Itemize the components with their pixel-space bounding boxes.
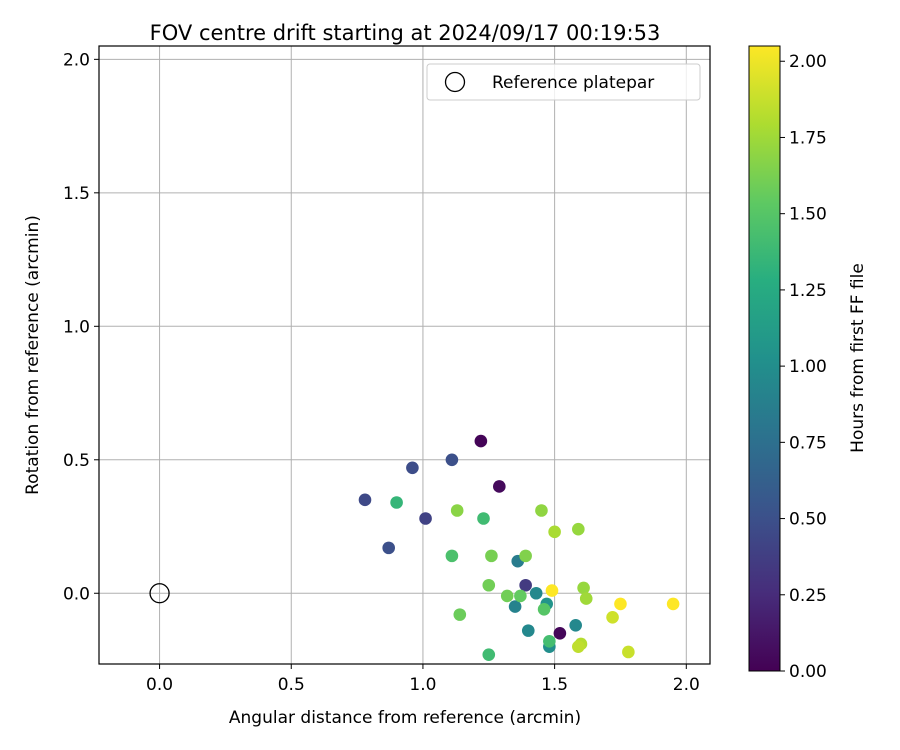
y-tick-label: 1.5 [63, 184, 90, 204]
chart-title: FOV centre drift starting at 2024/09/17 … [150, 21, 661, 45]
scatter-point [543, 635, 556, 648]
scatter-point [572, 640, 585, 653]
scatter-point [606, 610, 619, 624]
grid [99, 46, 710, 664]
scatter-point [358, 493, 372, 507]
scatter-point [579, 592, 593, 605]
colorbar-tick-label: 2.00 [789, 52, 827, 72]
scatter-point [500, 589, 514, 603]
colorbar: 0.00 0.25 0.50 0.75 1.00 1.25 1.50 1.75 2.00 Hou… [748, 45, 868, 682]
colorbar-tick-label: 0.50 [789, 510, 827, 530]
scatter-point [514, 589, 527, 603]
y-tick-label: 0.0 [63, 584, 90, 604]
scatter-point [519, 578, 532, 592]
colorbar-tick-label: 0.00 [789, 662, 827, 682]
scatter-point [493, 480, 506, 493]
y-axis-label: Rotation from reference (arcmin) [23, 215, 43, 495]
legend-label: Reference platepar [492, 73, 654, 93]
colorbar-gradient [748, 45, 781, 672]
x-tick-label: 0.5 [278, 675, 305, 695]
y-axis-ticks: 0.0 0.5 1.0 1.5 2.0 [63, 50, 99, 604]
scatter-point [406, 461, 419, 475]
scatter-point [445, 549, 459, 563]
scatter-point [577, 581, 590, 595]
x-axis-label: Angular distance from reference (arcmin) [229, 708, 581, 728]
plot-frame [98, 45, 711, 665]
legend: Reference platepar [426, 63, 701, 101]
scatter-point [453, 608, 467, 621]
x-tick-label: 2.0 [673, 675, 700, 695]
scatter-point [382, 541, 395, 555]
reference-marker [149, 583, 170, 604]
scatter-point [622, 645, 635, 659]
scatter-point [445, 453, 459, 467]
y-tick-label: 0.5 [63, 451, 90, 471]
scatter-point [535, 504, 548, 517]
scatter-point [545, 584, 559, 597]
x-tick-label: 1.5 [541, 675, 568, 695]
x-axis-ticks: 0.0 0.5 1.0 1.5 2.0 [146, 664, 700, 695]
scatter-point [482, 578, 496, 592]
colorbar-label: Hours from first FF file [848, 263, 868, 453]
reference-point [149, 583, 170, 604]
y-tick-label: 2.0 [63, 50, 90, 70]
scatter-point [474, 434, 488, 448]
colorbar-tick-label: 1.00 [789, 357, 827, 377]
scatter-point [390, 496, 403, 509]
scatter-point [537, 602, 551, 616]
colorbar-tick-label: 1.75 [789, 128, 827, 148]
scatter-point [482, 648, 496, 661]
scatter-point [450, 504, 464, 517]
scatter-point [419, 512, 432, 525]
scatter-point [548, 525, 561, 539]
colorbar-ticks: 0.00 0.25 0.50 0.75 1.00 1.25 1.50 1.75 2.00 [780, 52, 827, 682]
scatter-point [569, 618, 582, 632]
scatter-points [358, 434, 680, 661]
scatter-point [572, 522, 585, 536]
scatter-point [485, 549, 498, 563]
legend-marker [444, 71, 466, 93]
colorbar-tick-label: 0.75 [789, 433, 827, 453]
colorbar-tick-label: 1.25 [789, 281, 827, 301]
legend-box [426, 63, 701, 101]
scatter-point [553, 627, 567, 640]
y-tick-label: 1.0 [63, 317, 90, 337]
scatter-point [666, 597, 680, 611]
scatter-point [521, 624, 535, 637]
x-tick-label: 1.0 [409, 675, 436, 695]
scatter-point [508, 600, 522, 613]
x-tick-label: 0.0 [146, 675, 173, 695]
scatter-point [477, 512, 490, 525]
scatter-point [519, 549, 532, 563]
scatter-point [614, 597, 627, 611]
colorbar-tick-label: 0.25 [789, 586, 827, 606]
colorbar-tick-label: 1.50 [789, 205, 827, 225]
scatter-point [529, 586, 543, 600]
